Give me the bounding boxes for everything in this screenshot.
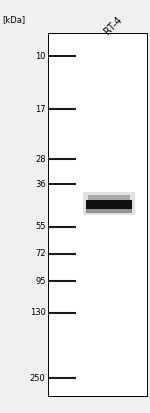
Text: 10: 10 (35, 52, 46, 61)
Text: [kDa]: [kDa] (2, 15, 26, 24)
Bar (86, 200, 132, 209)
Text: RT-4: RT-4 (102, 15, 124, 37)
Text: 28: 28 (35, 154, 46, 164)
Bar (88, 195, 130, 200)
Bar (86, 209, 132, 213)
Text: 55: 55 (35, 222, 46, 231)
Text: 95: 95 (35, 277, 46, 286)
Text: 36: 36 (35, 180, 46, 189)
Text: 17: 17 (35, 105, 46, 114)
Bar (83, 192, 135, 215)
Text: 130: 130 (30, 309, 46, 317)
Text: 250: 250 (30, 374, 46, 383)
Text: 72: 72 (35, 249, 46, 258)
